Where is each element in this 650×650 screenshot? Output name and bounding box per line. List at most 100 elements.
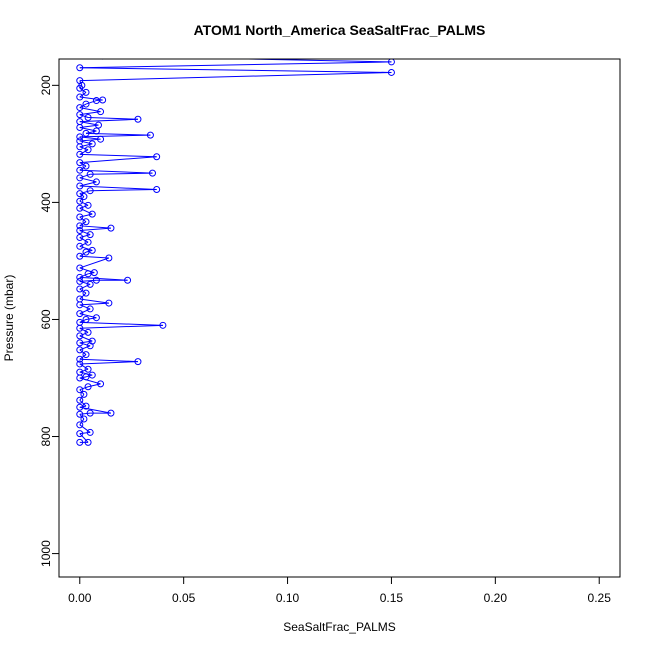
data-point <box>76 339 84 347</box>
data-point <box>76 166 84 174</box>
y-tick-label: 1000 <box>39 540 53 567</box>
series-line-segment <box>79 304 91 310</box>
series-line-segment <box>79 368 89 373</box>
x-tick-label: 0.00 <box>68 591 92 605</box>
series-line-segment <box>79 153 157 158</box>
data-point <box>90 269 98 277</box>
x-tick-label: 0.05 <box>172 591 196 605</box>
series-line-segment <box>79 324 163 329</box>
plot-frame <box>58 58 621 578</box>
data-point <box>86 409 94 417</box>
data-point <box>76 104 84 112</box>
data-point <box>80 390 88 398</box>
y-tick-label: 200 <box>39 75 53 95</box>
data-point <box>82 129 90 137</box>
series-line-segment <box>79 173 91 179</box>
series-line-segment <box>79 216 87 223</box>
data-point <box>84 146 92 154</box>
data-point <box>76 410 84 418</box>
data-point <box>76 150 84 158</box>
data-point <box>88 246 96 254</box>
data-point <box>153 186 161 194</box>
series-line-segment <box>79 251 87 257</box>
plot-area <box>76 59 395 446</box>
data-point <box>84 438 92 446</box>
series-line-segment <box>79 406 112 414</box>
data-point <box>76 421 84 429</box>
data-point <box>76 438 84 446</box>
series-line-segment <box>79 358 138 363</box>
series-line-segment <box>79 267 95 274</box>
series-line-segment <box>79 234 91 239</box>
data-point <box>76 174 84 182</box>
series-line-segment <box>79 298 109 304</box>
data-point <box>82 315 90 323</box>
series-line-segment <box>79 342 91 347</box>
data-point <box>105 299 113 307</box>
data-point <box>76 204 84 212</box>
series-line-segment <box>79 134 151 138</box>
data-point <box>76 118 84 126</box>
series-line-segment <box>79 273 89 278</box>
data-point <box>82 351 90 359</box>
data-point <box>105 254 113 262</box>
y-tick-label: 400 <box>39 192 53 212</box>
series-line-segment <box>79 225 111 229</box>
data-point <box>387 68 395 76</box>
data-point <box>76 222 84 230</box>
data-point <box>76 273 84 281</box>
series-line-segment <box>79 308 91 315</box>
series-line-segment <box>79 169 153 174</box>
data-point <box>76 396 84 404</box>
data-point <box>92 127 100 135</box>
series-line-segment <box>79 340 93 344</box>
data-point <box>76 318 84 326</box>
data-point <box>84 238 92 246</box>
data-point <box>76 264 84 272</box>
data-point <box>76 64 84 72</box>
data-point <box>76 386 84 394</box>
data-point <box>86 428 94 436</box>
data-point <box>92 314 100 322</box>
series-line-segment <box>79 345 91 351</box>
series-line-segment <box>79 361 138 365</box>
series-line-segment <box>79 80 83 86</box>
series-line-segment <box>79 418 85 426</box>
data-point <box>76 332 84 340</box>
series-line-segment <box>79 118 138 123</box>
data-point <box>76 355 84 363</box>
data-point <box>76 111 84 119</box>
data-point <box>146 131 154 139</box>
series-line-segment <box>79 204 89 209</box>
chart-title: ATOM1 North_America SeaSaltFrac_PALMS <box>194 22 486 38</box>
series-line-segment <box>79 185 157 191</box>
series-line-segment <box>85 130 97 134</box>
data-point <box>97 108 105 116</box>
data-point <box>76 93 84 101</box>
series-line-segment <box>85 317 97 320</box>
series-line-segment <box>79 335 93 342</box>
x-tick-label: 0.10 <box>276 591 300 605</box>
data-point <box>92 178 100 186</box>
series-line-segment <box>79 354 87 360</box>
data-point <box>76 226 84 234</box>
series-line-segment <box>79 149 89 155</box>
series-line-segment <box>87 383 101 388</box>
series-line-segment <box>79 257 110 269</box>
x-axis: 0.00 0.05 0.10 0.15 0.20 0.25 <box>68 576 611 605</box>
series-line-segment <box>79 221 87 227</box>
series-line-segment <box>79 302 109 306</box>
series-line-segment <box>79 140 93 145</box>
series-line-segment <box>79 237 89 243</box>
series-line-segment <box>79 213 93 218</box>
data-point <box>124 276 132 284</box>
series-line-segment <box>79 156 157 164</box>
y-tick-label: 800 <box>39 426 53 446</box>
data-point <box>159 321 167 329</box>
series-line-segment <box>79 162 87 167</box>
series-line-segment <box>79 433 89 443</box>
data-point <box>76 277 84 285</box>
series-line-segment <box>79 363 89 370</box>
